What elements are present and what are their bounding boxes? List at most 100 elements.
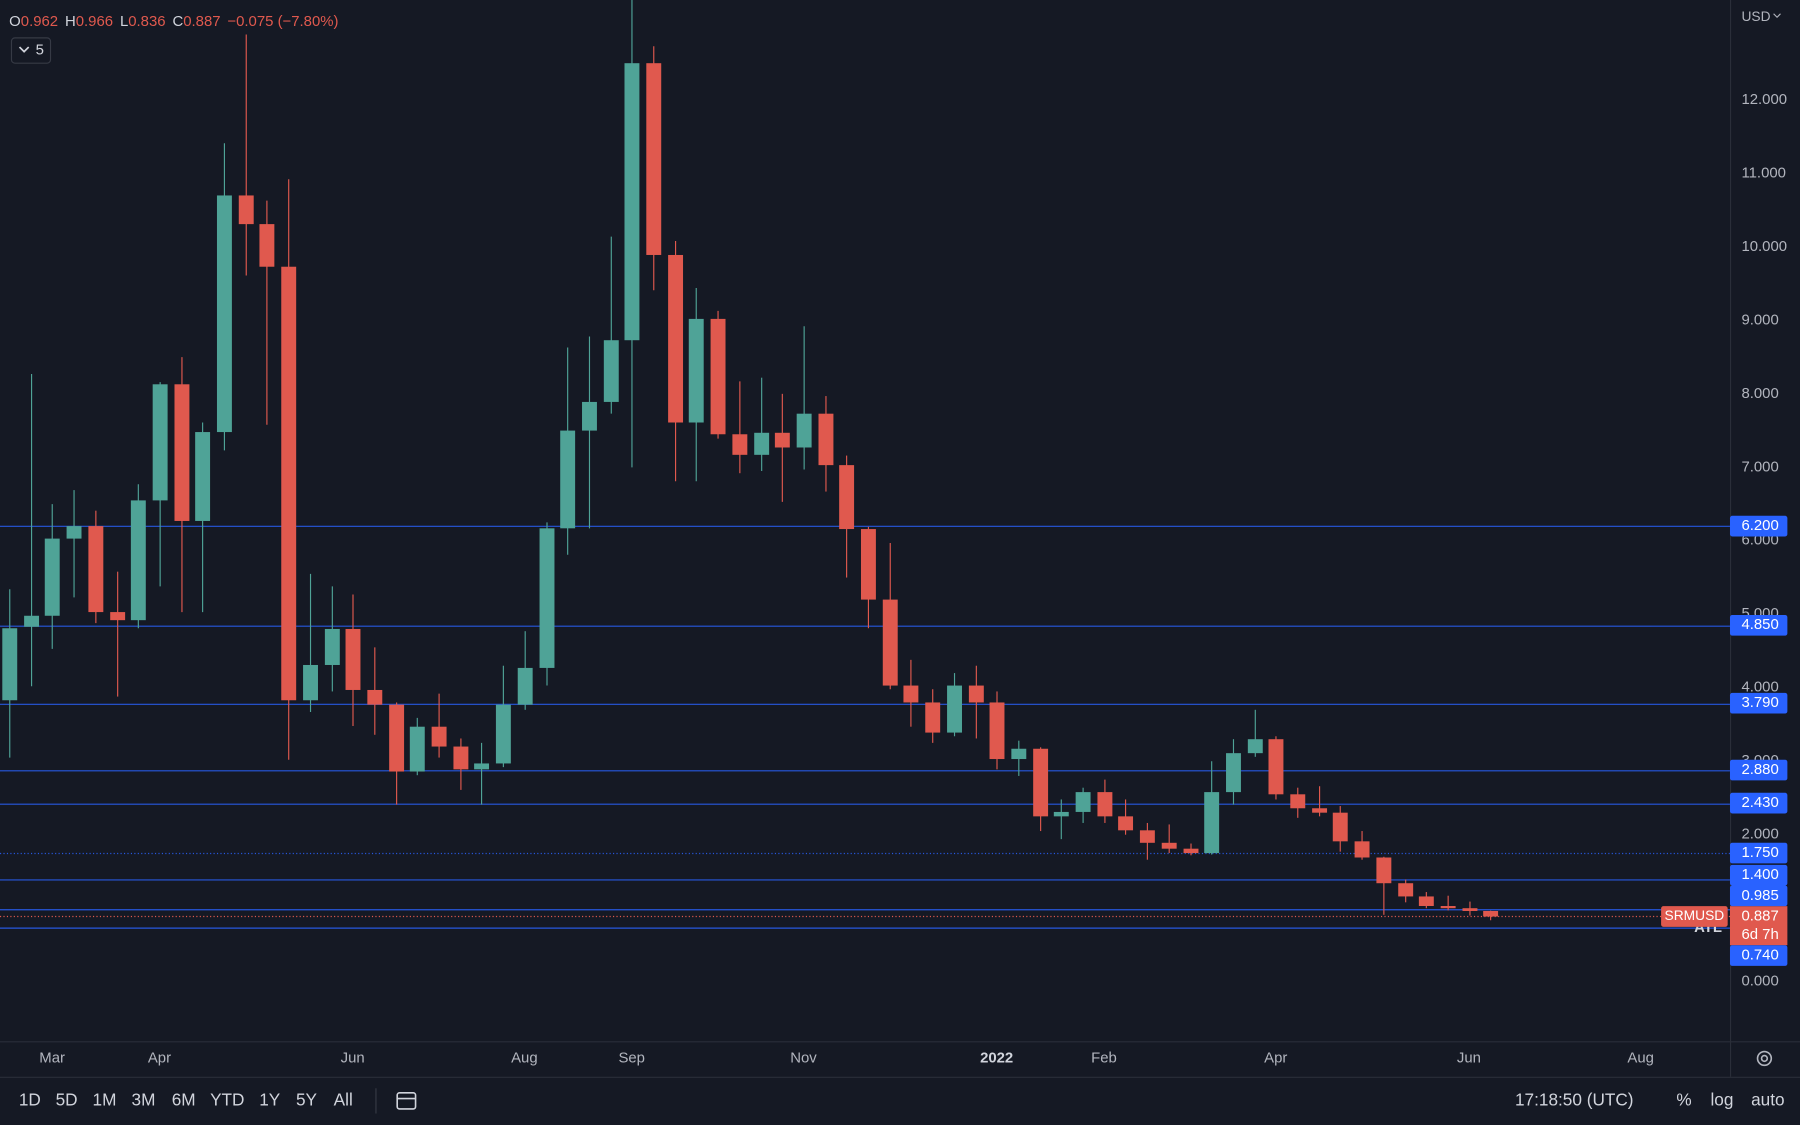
candle-body [216,195,232,433]
ohlc-value: 0.887 [183,13,220,30]
range-button[interactable]: 1Y [259,1089,281,1109]
indicator-badge[interactable] [10,37,52,64]
level-label: 2.430 [1741,794,1778,811]
candle-body [796,413,812,448]
candle-body [174,384,190,521]
candle-body [1332,812,1348,842]
candle-body [303,664,318,701]
clock: 17:18:50 (UTC) [1515,1089,1634,1109]
x-tick-label: Aug [1627,1049,1654,1066]
level-label: 6.200 [1741,517,1778,534]
gear-ring [1756,1050,1773,1067]
candle-body [1312,808,1328,813]
candle-body [1161,842,1177,849]
ohlc-value: 0.836 [128,13,165,30]
calendar-icon[interactable] [396,1092,417,1110]
candle-body [1097,792,1113,817]
candle-body [495,704,511,764]
range-button[interactable]: 1M [93,1089,117,1109]
currency-label[interactable]: USD [1741,9,1770,24]
candle-body [409,726,425,772]
candle-body [603,340,619,402]
y-tick-label: 7.000 [1741,458,1778,475]
range-button[interactable]: 1D [19,1089,41,1109]
candle-body [1075,792,1091,812]
scale-option[interactable]: log [1710,1089,1733,1109]
candle-body [88,526,104,613]
range-button[interactable]: 5Y [296,1089,318,1109]
ohlc-value: 0.966 [76,13,113,30]
range-button[interactable]: 5D [56,1089,78,1109]
x-tick-label: Apr [148,1049,171,1066]
scale-option[interactable]: auto [1751,1089,1784,1109]
level-label-box [1729,945,1788,966]
level-label: 2.880 [1741,761,1778,778]
x-tick-label: Jun [341,1049,365,1066]
level-label-box [1729,614,1788,636]
ohlc-key: O [9,13,21,30]
candle-body [668,254,684,423]
y-tick-label: 10.000 [1741,238,1787,255]
candle-body [2,628,18,701]
x-tick-label: Mar [39,1049,65,1066]
symbol-tag [1661,906,1728,927]
candle-body [44,538,60,616]
range-button[interactable]: 3M [132,1089,156,1109]
candle-body [582,401,597,431]
range-button[interactable]: All [334,1089,353,1109]
candle-body [989,702,1005,760]
candle-body [1376,857,1392,884]
level-label-box [1729,515,1788,537]
candle-body [1268,739,1284,795]
candle-body [1226,753,1241,793]
candle-body [624,63,640,341]
ohlc-key: L [120,13,128,30]
candle-body [860,529,876,600]
ohlc-key: C [172,13,183,30]
currency-chevron [1773,13,1781,19]
candle-body [710,318,726,435]
level-label-box [1729,885,1788,907]
y-tick-label: 2.000 [1741,826,1778,843]
candle-body [1183,848,1199,854]
x-tick-label: Nov [790,1049,817,1066]
toolbar: 1D 5D 1M 3M 6M YTD 1Y 5Y All 17:18:50 (UTC)% log au… [19,1089,1785,1109]
level-label: 3.790 [1741,694,1778,711]
level-label: 0.985 [1741,887,1778,904]
range-button[interactable]: 6M [172,1089,196,1109]
candle-body [130,500,146,621]
gear-hub [1760,1054,1769,1063]
candle-body [1440,905,1456,909]
candle-body [1398,883,1414,897]
level-label-box [1729,692,1788,714]
candle-body [1118,816,1134,831]
x-tick-label: Aug [511,1049,538,1066]
x-tick-label: Sep [618,1049,645,1066]
y-tick-label: 9.000 [1741,311,1778,328]
candle-body [431,726,447,747]
candle-body [66,526,82,539]
candle-body [474,763,490,770]
candle-body [754,432,770,455]
badge-chevron [18,46,30,53]
indicator-count[interactable]: 5 [36,41,44,58]
candle-body [1483,910,1499,917]
candle-body [324,628,340,665]
candle-body [1139,830,1155,843]
level-label-box [1729,759,1788,781]
candle-body [152,384,168,501]
ohlc-change: −0.075 (−7.80%) [227,13,338,30]
range-button[interactable]: YTD [210,1089,244,1109]
ohlc-value: 0.962 [21,13,58,30]
level-label-box [1729,864,1788,886]
x-tick-label: Feb [1091,1049,1117,1066]
candle-body [882,599,898,686]
candle-body [1418,896,1434,906]
scale-option[interactable]: % [1676,1089,1691,1109]
candle-body [774,432,790,448]
candle-body [367,689,383,705]
y-tick-label: 0.000 [1741,973,1778,990]
settings-icon[interactable] [1756,1050,1773,1067]
y-tick-label: 12.000 [1741,91,1787,108]
level-label-box [1729,792,1788,814]
